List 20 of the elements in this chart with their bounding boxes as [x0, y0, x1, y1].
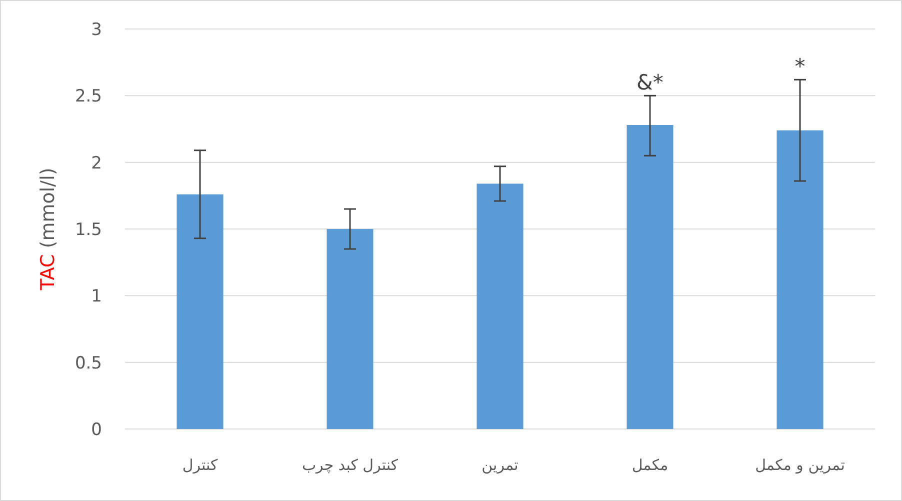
- x-tick-label: تمرین و مکمل: [755, 456, 845, 474]
- bar: [176, 194, 224, 429]
- x-tick-label: تمرین: [482, 456, 518, 474]
- x-tick-label: مکمل: [632, 456, 668, 474]
- x-tick-label: کنترل: [182, 456, 219, 474]
- y-tick-label: 1: [91, 286, 102, 307]
- bar: [476, 184, 524, 429]
- bar: [776, 130, 824, 429]
- annotation: *: [794, 54, 806, 79]
- y-axis-title: TAC (mmol/l): [37, 168, 59, 292]
- bar: [626, 125, 674, 429]
- bar: [326, 229, 374, 429]
- y-tick-label: 2.5: [74, 86, 102, 107]
- y-tick-label: 3: [91, 20, 102, 40]
- y-tick-label: 0: [91, 420, 102, 440]
- x-tick-label: کنترل کبد چرب: [302, 456, 399, 474]
- y-tick-label: 2: [91, 153, 102, 174]
- annotation: &*: [636, 70, 664, 95]
- y-tick-label: 0.5: [74, 353, 102, 374]
- y-tick-label: 1.5: [74, 220, 102, 240]
